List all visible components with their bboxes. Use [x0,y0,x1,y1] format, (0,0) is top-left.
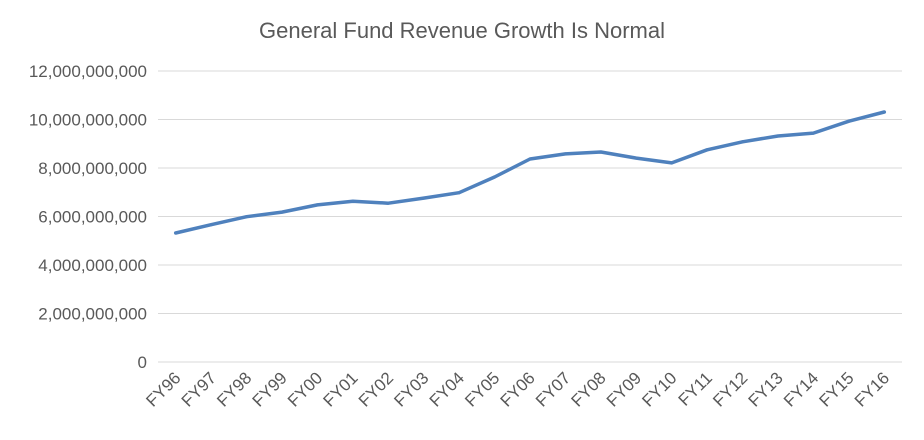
data-point [563,152,567,156]
y-tick-label: 4,000,000,000 [38,256,147,275]
data-point [209,223,213,227]
y-tick-label: 2,000,000,000 [38,305,147,324]
x-tick-label: FY11 [675,368,716,409]
data-point [882,110,886,114]
x-tick-label: FY98 [213,368,255,410]
x-tick-label: FY13 [745,368,787,410]
x-tick-label: FY14 [780,368,822,410]
x-tick-label: FY06 [497,368,539,410]
x-tick-label: FY12 [709,368,751,410]
x-tick-label: FY00 [284,368,326,410]
data-point [457,191,461,195]
data-point [741,140,745,144]
y-tick-label: 10,000,000,000 [29,111,147,130]
series-line [173,110,887,235]
data-point [422,196,426,200]
x-tick-label: FY04 [426,368,468,410]
x-tick-label: FY16 [851,368,893,410]
x-axis-ticks: FY96FY97FY98FY99FY00FY01FY02FY03FY04FY05… [142,368,893,410]
data-point [315,203,319,207]
data-point [351,199,355,203]
x-tick-label: FY09 [603,368,645,410]
x-tick-label: FY97 [178,368,220,410]
y-tick-label: 0 [138,353,147,372]
series-layer [173,110,887,235]
y-tick-label: 8,000,000,000 [38,159,147,178]
x-tick-label: FY15 [816,368,858,410]
x-tick-label: FY10 [638,368,680,410]
data-point [280,210,284,214]
y-tick-label: 12,000,000,000 [29,62,147,81]
data-point [670,161,674,165]
x-tick-label: FY03 [390,368,432,410]
data-point [847,119,851,123]
x-tick-label: FY08 [568,368,610,410]
y-tick-label: 6,000,000,000 [38,208,147,227]
data-point [493,175,497,179]
x-tick-label: FY07 [532,368,574,410]
data-point [599,150,603,154]
data-point [386,201,390,205]
data-point [174,231,178,235]
data-point [245,215,249,219]
gridlines [158,70,902,363]
x-tick-label: FY99 [249,368,291,410]
x-tick-label: FY96 [142,368,184,410]
data-point [776,134,780,138]
chart-title: General Fund Revenue Growth Is Normal [259,18,665,43]
data-point [634,156,638,160]
data-point [705,148,709,152]
data-point [811,131,815,135]
x-tick-label: FY05 [461,368,503,410]
x-tick-label: FY02 [355,368,397,410]
data-point [528,157,532,161]
y-axis-ticks: 0 2,000,000,000 4,000,000,000 6,000,000,000… [29,62,147,372]
x-tick-label: FY01 [320,368,362,410]
